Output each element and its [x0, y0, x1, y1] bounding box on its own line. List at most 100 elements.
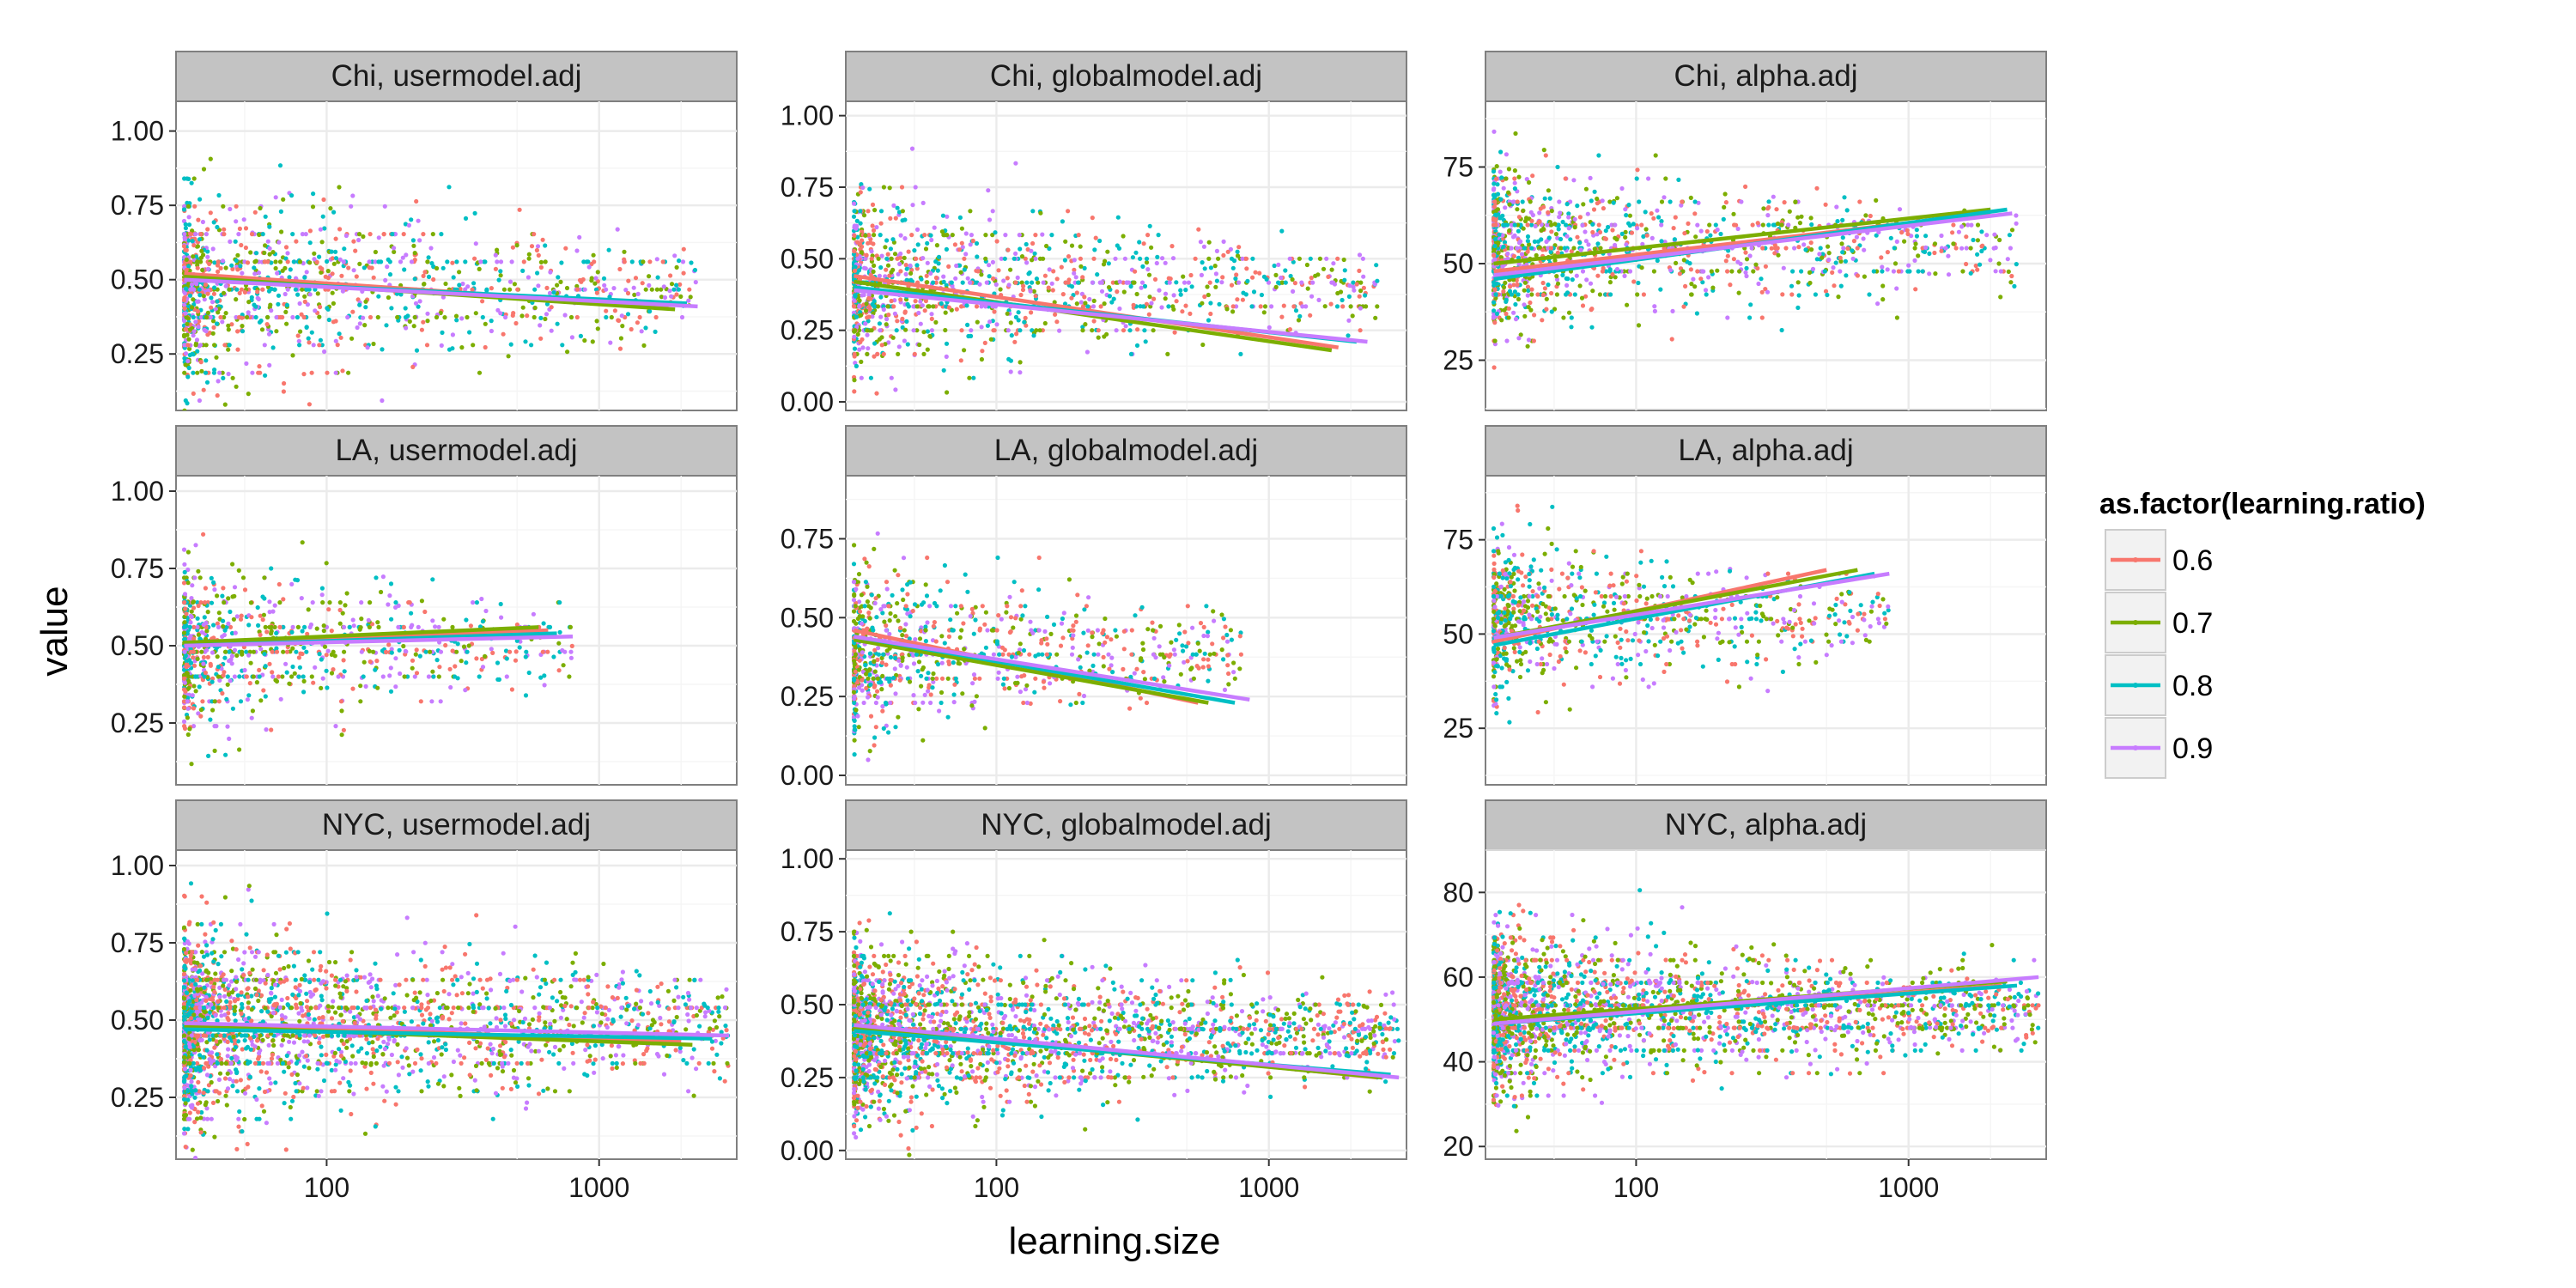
scatter-point [1614, 196, 1619, 201]
scatter-point [1140, 304, 1146, 309]
scatter-point [495, 677, 501, 682]
scatter-point [191, 254, 196, 259]
scatter-point [639, 329, 644, 334]
scatter-point [397, 647, 402, 653]
scatter-point [526, 252, 532, 257]
scatter-point [1170, 244, 1175, 249]
scatter-point [216, 674, 221, 679]
scatter-point [1749, 246, 1754, 251]
scatter-point [333, 370, 338, 375]
scatter-point [181, 580, 187, 586]
scatter-point [496, 277, 501, 283]
scatter-point [625, 312, 631, 317]
scatter-point [1683, 283, 1688, 289]
scatter-point [1501, 244, 1506, 249]
scatter-point [307, 402, 312, 407]
scatter-point [182, 562, 187, 567]
scatter-point [208, 314, 213, 320]
scatter-point [1572, 216, 1577, 222]
scatter-point [240, 315, 245, 320]
scatter-point [414, 647, 419, 653]
scatter-point [1713, 222, 1718, 228]
scatter-point [236, 232, 241, 237]
scatter-point [647, 274, 652, 279]
scatter-point [557, 600, 562, 605]
scatter-point [204, 314, 209, 320]
scatter-point [1230, 304, 1236, 309]
facet-strip [175, 51, 738, 102]
scatter-point [421, 232, 426, 237]
scatter-point [1651, 216, 1656, 221]
scatter-point [1031, 289, 1036, 294]
scatter-point [1235, 253, 1241, 258]
scatter-point [866, 319, 871, 324]
scatter-point [1549, 309, 1554, 314]
scatter-point [633, 276, 639, 281]
scatter-point [1492, 194, 1498, 199]
scatter-point [1217, 301, 1222, 307]
scatter-point [1709, 269, 1714, 274]
scatter-point [1807, 280, 1813, 286]
scatter-point [1093, 235, 1098, 240]
scatter-point [906, 249, 911, 254]
scatter-point [198, 255, 204, 260]
scatter-point [283, 265, 288, 270]
scatter-point [1503, 280, 1508, 285]
scatter-point [210, 319, 216, 324]
scatter-point [1566, 215, 1571, 220]
scatter-point [1492, 236, 1498, 242]
scatter-point [674, 292, 679, 297]
scatter-point [318, 304, 323, 310]
scatter-point [1492, 181, 1497, 186]
scatter-point [593, 276, 598, 281]
scatter-point [920, 303, 925, 308]
scatter-point [407, 600, 412, 605]
scatter-point [920, 200, 926, 205]
scatter-point [1623, 229, 1628, 234]
scatter-point [240, 575, 246, 580]
scatter-point [1229, 283, 1235, 288]
scatter-point [878, 233, 883, 238]
scatter-point [1554, 276, 1560, 283]
trend-line [184, 634, 574, 648]
scatter-point [1091, 256, 1097, 261]
scatter-point [1005, 276, 1010, 281]
scatter-point [523, 339, 528, 344]
scatter-point [319, 685, 324, 691]
scatter-point [1013, 161, 1018, 166]
scatter-point [281, 649, 286, 654]
scatter-point [1099, 289, 1105, 294]
scatter-point [191, 243, 197, 248]
scatter-point [1533, 223, 1538, 228]
scatter-point [182, 680, 187, 685]
scatter-point [1779, 327, 1784, 333]
scatter-point [196, 568, 201, 574]
trend-line [184, 277, 698, 309]
scatter-point [617, 346, 623, 351]
scatter-point [1152, 276, 1158, 282]
scatter-point [1106, 285, 1112, 290]
scatter-point [586, 264, 592, 270]
scatter-point [960, 280, 965, 285]
scatter-point [855, 331, 860, 337]
scatter-point [417, 238, 422, 243]
scatter-point [1779, 222, 1784, 228]
scatter-point [1091, 304, 1097, 309]
scatter-point [426, 674, 431, 679]
scatter-point [1871, 269, 1876, 274]
scatter-point [1373, 315, 1378, 320]
scatter-point [209, 305, 214, 310]
scatter-point [1018, 690, 1023, 695]
scatter-point [247, 681, 252, 686]
scatter-point [191, 636, 197, 641]
scatter-point [335, 343, 340, 348]
scatter-point [619, 313, 624, 319]
scatter-point [1090, 328, 1095, 333]
scatter-point [244, 674, 249, 679]
scatter-point [310, 600, 315, 605]
scatter-point [498, 311, 503, 316]
scatter-point [188, 287, 193, 292]
scatter-point [201, 661, 206, 666]
scatter-point [686, 298, 691, 303]
scatter-point [885, 263, 891, 268]
